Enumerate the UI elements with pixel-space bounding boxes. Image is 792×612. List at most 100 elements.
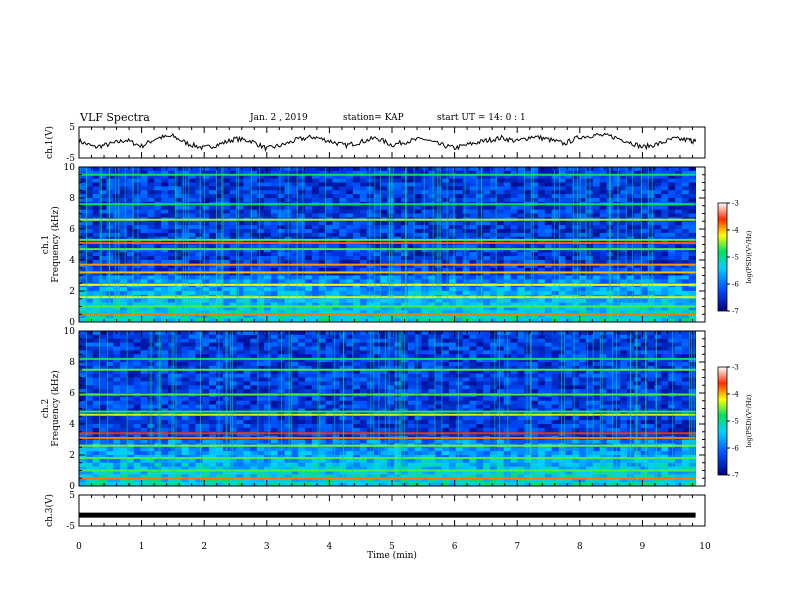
spectrogram-cell (538, 302, 546, 307)
spectrogram-cell (538, 362, 546, 367)
spectrogram-cell (133, 205, 142, 211)
spectrogram-cell (270, 298, 279, 304)
spectrogram-cell (483, 275, 491, 280)
spectrogram-cell (442, 194, 450, 199)
spectrogram-cell (325, 291, 333, 296)
spectrogram-cell (305, 225, 313, 230)
spectrogram-cell (85, 174, 94, 180)
spectrogram-cell (483, 377, 491, 382)
spectrogram-cell (531, 178, 539, 183)
spectrogram-cell (599, 198, 607, 203)
spectrogram-cell (257, 373, 265, 378)
spectrogram-cell (448, 170, 457, 176)
spectrogram-cell (490, 267, 498, 273)
spectrogram-cell (620, 381, 628, 386)
spectrogram-cell (188, 244, 196, 249)
spectrogram-cell (414, 267, 422, 273)
spectrogram-cell (401, 248, 409, 253)
spectrogram-cell (250, 182, 258, 187)
spectrogram-cell (202, 190, 210, 195)
spectrogram-cell (353, 213, 361, 218)
spectrogram-cell (414, 194, 422, 199)
spectrogram-cell (168, 271, 176, 276)
spectrogram-cell (346, 182, 354, 187)
spectrogram-cell (257, 338, 265, 344)
spectrogram-cell (503, 174, 512, 180)
spectrogram-cell (524, 260, 532, 265)
spectrogram-cell (298, 244, 306, 249)
spectrogram-cell (147, 310, 155, 315)
spectrogram-cell (277, 186, 285, 191)
spectrogram-cell (92, 194, 100, 199)
spectrogram-cell (496, 350, 505, 355)
spectrogram-cell (209, 170, 217, 176)
spectrogram-cell (613, 252, 621, 257)
spectrogram-cell (490, 346, 498, 351)
spectrogram-cell (79, 298, 87, 304)
spectrogram-cell (140, 213, 148, 218)
spectrogram-cell (661, 314, 669, 319)
spectrogram-cell (222, 291, 231, 296)
spectrogram-cell (106, 342, 114, 347)
spectrogram-cell (428, 365, 436, 371)
spectrogram-cell (394, 275, 402, 280)
spectrogram-cell (579, 182, 587, 187)
spectrogram-cell (291, 334, 299, 340)
spectrogram-cell (291, 306, 299, 311)
spectrogram-cell (353, 314, 361, 319)
spectrogram-cell (469, 209, 477, 214)
spectrogram-cell (647, 275, 655, 280)
spectrogram-cell (257, 252, 265, 257)
spectrogram-cell (640, 271, 649, 276)
spectrogram-cell (558, 331, 566, 336)
spectrogram-cell (421, 248, 429, 253)
spectrogram-cell (257, 213, 265, 218)
spectrogram-cell (250, 275, 258, 280)
spectrogram-cell (627, 275, 635, 280)
spectrogram-cell (592, 190, 601, 195)
spectrogram-cell (620, 198, 628, 203)
spectrogram-cell (469, 190, 477, 195)
spectrogram-cell (565, 186, 573, 191)
spectrogram-cell (654, 310, 662, 315)
spectrogram-cell (681, 167, 690, 172)
spectrogram-cell (257, 350, 265, 355)
spectrogram-cell (373, 213, 381, 218)
spectrogram-cell (346, 260, 354, 265)
spectrogram-cell (222, 267, 231, 273)
spectrogram-cell (353, 298, 361, 304)
spectrogram-cell (202, 271, 210, 276)
spectrogram-cell (544, 225, 553, 230)
spectrogram-cell (99, 362, 107, 367)
spectrogram-cell (688, 174, 697, 180)
spectrogram-cell (236, 302, 244, 307)
spectrogram-cell (394, 362, 402, 367)
spectrogram-cell (688, 205, 697, 211)
spectrogram-cell (339, 287, 347, 292)
spectrogram-cell (558, 342, 566, 347)
spectrogram-cell (414, 225, 422, 230)
spectrogram-cell (188, 209, 196, 214)
spectrogram-cell (216, 205, 224, 211)
spectrogram-cell (421, 213, 429, 218)
spectrogram-cell (394, 306, 402, 311)
spectrogram-cell (229, 271, 237, 276)
spectrogram-cell (668, 225, 676, 230)
spectrogram-cell (359, 248, 368, 253)
spectrogram-cell (305, 358, 313, 363)
spectrogram-cell (174, 267, 183, 273)
spectrogram-cell (346, 334, 354, 340)
spectrogram-cell (325, 377, 333, 382)
spectrogram-cell (538, 225, 546, 230)
spectrogram-cell (407, 342, 416, 347)
spectrogram-cell (236, 365, 244, 371)
spectrogram-cell (524, 369, 532, 375)
spectrogram-cell (675, 365, 683, 371)
spectrogram-cell (681, 314, 690, 319)
spectrogram-cell (620, 225, 628, 230)
spectrogram-cell (421, 358, 429, 363)
spectrogram-cell (202, 334, 210, 340)
spectrogram-cell (633, 377, 642, 382)
spectrogram-cell (79, 167, 87, 172)
spectrogram-cell (291, 275, 299, 280)
